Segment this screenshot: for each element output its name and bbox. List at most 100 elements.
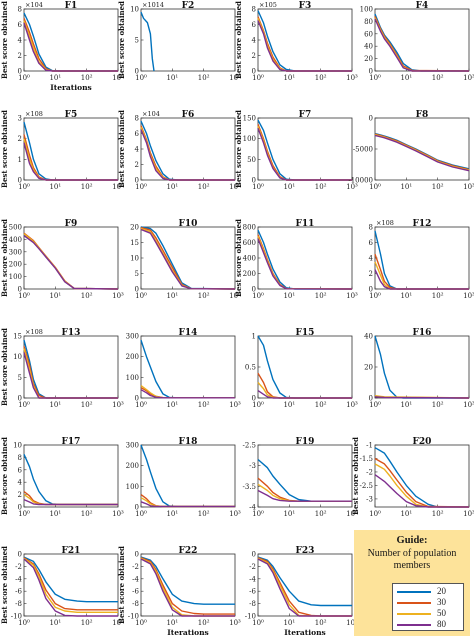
guide-title: Guide: — [396, 535, 428, 546]
legend-swatch — [397, 591, 431, 593]
y-tick-label: 1 — [18, 156, 22, 164]
y-tick-label: -2 — [366, 468, 373, 476]
y-tick-label: 4 — [135, 146, 140, 154]
x-tick-label: 10¹ — [49, 510, 61, 518]
y-tick-label: 10 — [13, 353, 22, 361]
x-tick-label: 10⁰ — [252, 619, 264, 627]
y-axis-label: Best score obtained — [0, 219, 9, 297]
y-tick-label: -6 — [249, 588, 256, 596]
y-axis-label: Best score obtained — [0, 1, 9, 79]
x-tick-label: 10³ — [112, 74, 124, 82]
y-tick-label: 0 — [135, 286, 139, 294]
subplot-title: F16 — [413, 328, 432, 338]
subplot-F10: F10 0 5 10 15 20 10⁰ 10¹ 10² 10³ — [130, 219, 241, 300]
x-tick-label: 10¹ — [283, 74, 295, 82]
series-line-80 — [257, 489, 352, 502]
legend-swatch — [397, 613, 431, 615]
subplot-title: F17 — [62, 437, 81, 447]
series-line-80 — [257, 558, 352, 617]
series-line-30 — [23, 557, 118, 611]
y-tick-label: 8 — [18, 454, 22, 462]
y-tick-label: 40 — [364, 43, 373, 51]
y-axis-label: Best score obtained — [117, 110, 126, 188]
y-tick-label: -2.5 — [243, 442, 257, 450]
y-tick-label: 4 — [18, 37, 23, 45]
x-tick-label: 10³ — [229, 510, 241, 518]
x-tick-label: 10¹ — [166, 292, 178, 300]
y-tick-label: 6 — [18, 466, 23, 474]
x-tick-label: 10⁰ — [252, 510, 264, 518]
y-tick-label: 200 — [9, 261, 22, 269]
x-tick-label: 10⁰ — [18, 510, 30, 518]
x-tick-label: 10³ — [112, 401, 124, 409]
y-tick-label: -2.5 — [360, 482, 374, 490]
subplot-F7: F7 0 50 100 150 10⁰ 10¹ 10² 10³ Best score obtain… — [234, 110, 358, 191]
y-tick-label: -2 — [249, 563, 256, 571]
y-tick-label: 150 — [243, 115, 256, 123]
y-tick-label: -6 — [15, 588, 22, 596]
x-tick-label: 10³ — [346, 292, 358, 300]
x-tick-label: 10² — [315, 183, 327, 191]
series-line-80 — [140, 129, 235, 181]
y-tick-label: -4 — [15, 575, 22, 583]
subplot-title: F9 — [65, 219, 78, 229]
subplot-title: F8 — [416, 110, 429, 120]
y-tick-label: 20 — [130, 224, 139, 232]
series-line-80 — [374, 474, 469, 508]
y-tick-label: 0 — [18, 395, 22, 403]
plot-area — [374, 8, 470, 72]
x-tick-label: 10⁰ — [369, 292, 381, 300]
legend-swatch — [397, 602, 431, 604]
subplot-title: F19 — [296, 437, 315, 447]
series-line-80 — [257, 20, 352, 72]
y-tick-label: -2 — [132, 563, 139, 571]
plot-area — [374, 335, 470, 399]
legend-entry: 20 — [397, 586, 461, 597]
subplot-F4: F4 0 20 40 60 80 100 10⁰ 10¹ 10² 10³ — [360, 1, 474, 82]
plot-area — [257, 335, 353, 399]
x-tick-label: 10⁰ — [18, 74, 30, 82]
y-axis-label: Best score obtained — [351, 437, 360, 515]
x-tick-label: 10³ — [112, 183, 124, 191]
x-tick-label: 10² — [315, 401, 327, 409]
y-exponent: ×108 — [25, 328, 43, 336]
series-line-80 — [374, 134, 470, 172]
x-tick-label: 10² — [198, 401, 210, 409]
y-axis-label: Best score obtained — [117, 546, 126, 624]
y-tick-label: 800 — [243, 224, 256, 232]
x-tick-label: 10² — [432, 74, 444, 82]
subplot-title: F3 — [299, 1, 312, 11]
y-axis-label: Best score obtained — [0, 328, 9, 406]
x-tick-label: 10² — [315, 619, 327, 627]
y-axis-label: Best score obtained — [234, 219, 243, 297]
y-tick-label: 500 — [9, 224, 22, 232]
subplot-F22: F22 -10 -8 -6 -4 -2 0 10⁰ 10¹ 10² 10³ Iterations Bes… — [117, 546, 241, 637]
x-tick-label: 10⁰ — [135, 401, 147, 409]
y-tick-label: -8 — [15, 600, 22, 608]
plot-area — [374, 117, 470, 181]
plot-area — [140, 8, 236, 72]
subplot-F23: F23 -10 -8 -6 -4 -2 0 10⁰ 10¹ 10² 10³ Iterations — [245, 546, 358, 637]
series-line-80 — [23, 22, 118, 72]
y-tick-label: 200 — [126, 462, 139, 470]
y-tick-label: -6 — [132, 588, 139, 596]
subplot-title: F21 — [62, 546, 81, 556]
y-tick-label: 100 — [243, 135, 256, 143]
subplot-F11: F11 0 200 400 600 800 10⁰ 10¹ 10² 10³ Best score o… — [234, 219, 358, 300]
y-tick-label: 2 — [18, 491, 22, 499]
y-tick-label: 300 — [9, 248, 22, 256]
legend-label: 80 — [437, 619, 446, 629]
x-tick-label: 10² — [198, 292, 210, 300]
y-tick-label: 0 — [252, 551, 256, 559]
y-tick-label: -1.5 — [360, 455, 374, 463]
x-tick-label: 10³ — [229, 183, 241, 191]
plot-area — [23, 117, 119, 181]
legend-entry: 80 — [397, 619, 461, 630]
y-tick-label: 0 — [18, 504, 22, 512]
y-tick-label: -10 — [245, 613, 256, 621]
legend-label: 20 — [437, 586, 446, 596]
y-axis-label: Best score obtained — [234, 1, 243, 79]
subplot-title: F18 — [179, 437, 198, 447]
